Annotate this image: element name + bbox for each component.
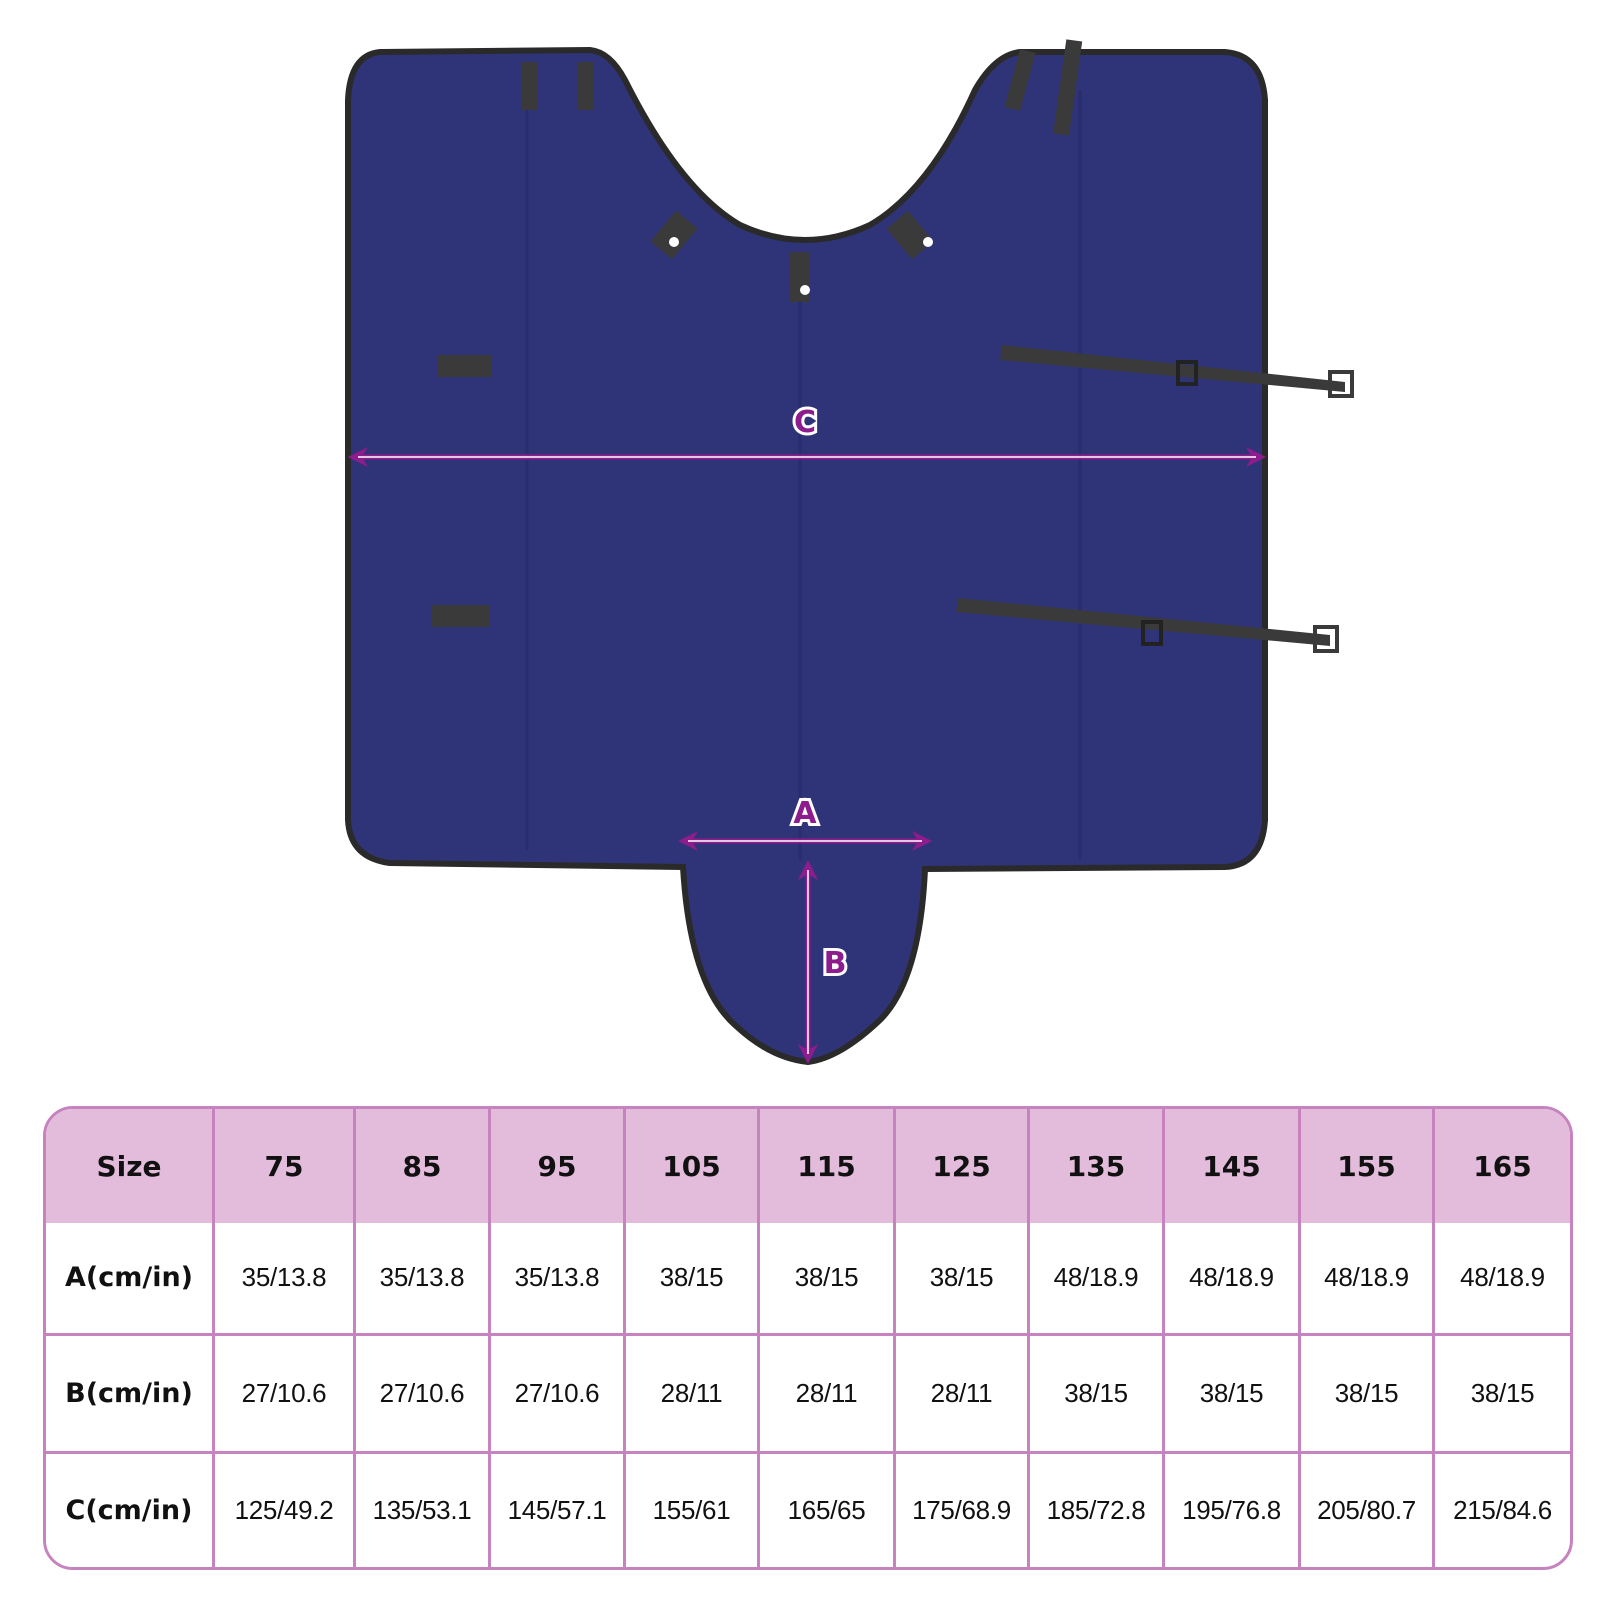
table-cell: 38/15 [1435,1336,1570,1455]
table-cell: 28/11 [896,1335,1030,1455]
header-cell: 165 [1435,1109,1570,1223]
header-cell: 105 [626,1109,760,1223]
table-cell: 28/11 [760,1335,896,1455]
table-row: B(cm/in) 27/10.6 27/10.6 27/10.6 28/11 28/11 2… [46,1335,1570,1455]
header-cell: 85 [356,1109,491,1223]
straps [432,39,1354,653]
label-b: B [824,946,847,981]
size-chart-table: Size 75 85 95 105 115 125 135 145 155 16… [43,1106,1573,1570]
dimension-a: A [678,793,932,851]
table-cell: 48/18.9 [1301,1223,1435,1336]
header-size: Size [46,1109,215,1223]
table-row: A(cm/in) 35/13.8 35/13.8 35/13.8 38/15 38/15 3… [46,1223,1570,1336]
table-cell: 27/10.6 [215,1335,356,1455]
header-cell: 125 [896,1109,1030,1223]
table-cell: 38/15 [1165,1335,1301,1455]
dimension-b: B [798,860,849,1064]
table-cell: 125/49.2 [215,1454,356,1567]
header-cell: 95 [491,1109,626,1223]
table-cell: 38/15 [626,1223,760,1336]
header-cell: 115 [760,1109,896,1223]
header-row: Size 75 85 95 105 115 125 135 145 155 16… [46,1109,1570,1223]
table-cell: 28/11 [626,1335,760,1455]
table-cell: 48/18.9 [1435,1223,1570,1336]
table-cell: 35/13.8 [356,1223,491,1336]
header-cell: 145 [1165,1109,1301,1223]
table-cell: 48/18.9 [1165,1223,1301,1336]
horse-blanket-diagram: C A B [345,39,1354,1066]
table-cell: 155/61 [626,1454,760,1567]
row-label: B(cm/in) [46,1335,215,1455]
table-row: C(cm/in) 125/49.2 135/53.1 145/57.1 155/61 16… [46,1454,1570,1567]
table-cell: 135/53.1 [356,1454,491,1567]
table-cell: 27/10.6 [356,1335,491,1455]
table-cell: 35/13.8 [215,1223,356,1336]
table-cell: 38/15 [1301,1335,1435,1455]
label-c: C [794,405,816,440]
neck-strap-icon [522,62,538,110]
dimension-c: C [348,402,1266,467]
row-label: C(cm/in) [46,1454,215,1567]
table-cell: 165/65 [760,1454,896,1567]
table-cell: 215/84.6 [1453,1495,1552,1526]
header-cell: 75 [215,1109,356,1223]
table-cell: 145/57.1 [491,1454,626,1567]
row-label: A(cm/in) [46,1223,215,1336]
table-cell: 38/15 [1030,1335,1165,1455]
table-cell: 38/15 [760,1223,896,1336]
header-cell: 155 [1301,1109,1435,1223]
label-a: A [793,796,817,831]
table-cell: 195/76.8 [1165,1454,1301,1567]
table-cell: 27/10.6 [491,1335,626,1455]
blanket [345,46,1268,1066]
table-cell: 175/68.9 [896,1454,1030,1567]
table-cell: 35/13.8 [491,1223,626,1336]
table-cell: 185/72.8 [1030,1454,1165,1567]
header-cell: 135 [1030,1109,1165,1223]
table-cell: 205/80.7 [1301,1454,1435,1567]
table-cell: 38/15 [896,1223,1030,1336]
table-cell: 48/18.9 [1030,1223,1165,1336]
